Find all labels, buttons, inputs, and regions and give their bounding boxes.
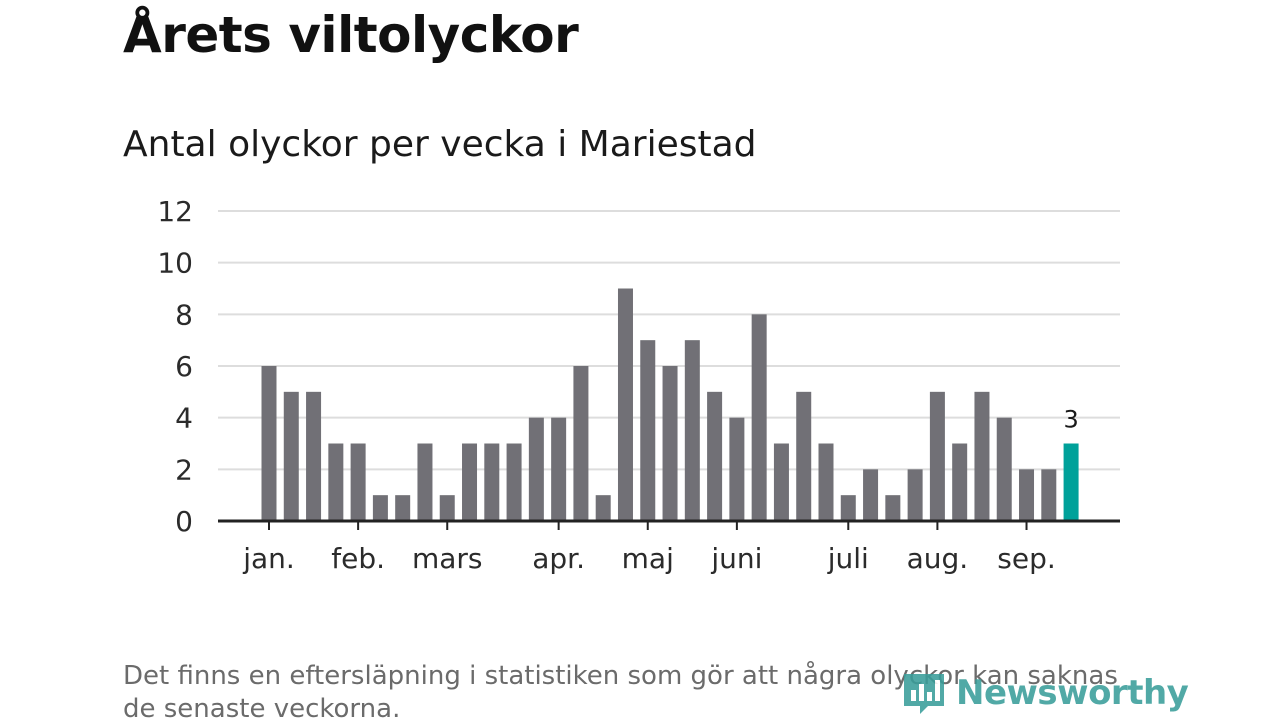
footnote: Det finns en eftersläpning i statistiken…	[123, 661, 1118, 724]
y-tick-label-6: 6	[175, 350, 193, 383]
bar-25	[796, 391, 812, 521]
y-tick-label-8: 8	[175, 298, 193, 331]
bar-21	[707, 391, 723, 521]
bar-6	[372, 495, 388, 521]
bar-11	[484, 443, 500, 521]
bar-13	[528, 417, 544, 521]
bar-10	[462, 443, 478, 521]
x-tick-label-maj: maj	[622, 542, 674, 575]
y-tick-label-12: 12	[157, 195, 193, 228]
bar-3	[306, 391, 322, 521]
x-tick-label-feb.: feb.	[331, 542, 385, 575]
chart-subtitle: Antal olyckor per vecka i Mariestad	[123, 124, 757, 165]
bar-12	[506, 443, 522, 521]
bar-19	[662, 366, 678, 521]
bar-23	[751, 314, 767, 521]
y-axis-ticks: 0 2 4 6 8 10 12	[157, 195, 193, 538]
newsworthy-logo: Newsworthy	[902, 670, 1189, 716]
data-labels: 3	[1063, 406, 1078, 434]
x-tick-label-juni: juni	[710, 542, 762, 575]
bar-30	[907, 469, 923, 521]
x-tick-label-apr.: apr.	[532, 542, 585, 575]
x-axis-ticks: jan. feb. mars apr. maj juni juli aug. sep.	[242, 521, 1056, 575]
y-tick-label-0: 0	[175, 505, 193, 538]
y-tick-label-4: 4	[175, 402, 193, 435]
chart-title: Årets viltolyckor	[123, 6, 579, 64]
bar-highlight	[1063, 443, 1079, 521]
y-tick-label-10: 10	[157, 247, 193, 280]
bar-14	[551, 417, 567, 521]
bar-chart-icon	[904, 674, 944, 714]
bar-18	[640, 340, 656, 521]
x-tick-label-juli: juli	[827, 542, 869, 575]
x-tick-label-sep.: sep.	[997, 542, 1056, 575]
bar-31	[929, 391, 945, 521]
x-tick-label-jan.: jan.	[242, 542, 295, 575]
bar-22	[729, 417, 745, 521]
x-tick-label-mars: mars	[412, 542, 483, 575]
bar-chart: 0 2 4 6 8 10 12 jan. feb. mars apr. maj juni juli aug…	[157, 195, 1120, 575]
bar-26	[818, 443, 834, 521]
bar-15	[573, 366, 589, 521]
bar-1	[261, 366, 277, 521]
bar-8	[417, 443, 433, 521]
bar-5	[350, 443, 366, 521]
bar-2	[283, 391, 299, 521]
bar-33	[974, 391, 990, 521]
y-tick-label-2: 2	[175, 453, 193, 486]
bar-20	[684, 340, 700, 521]
brand-name: Newsworthy	[956, 673, 1189, 713]
bar-29	[885, 495, 901, 521]
bar-9	[439, 495, 455, 521]
x-tick-label-aug.: aug.	[907, 542, 969, 575]
bar-7	[395, 495, 411, 521]
bar-35	[1019, 469, 1035, 521]
bar-34	[996, 417, 1012, 521]
data-label-highlight: 3	[1063, 406, 1078, 434]
bar-32	[952, 443, 968, 521]
bar-28	[863, 469, 879, 521]
bar-24	[773, 443, 789, 521]
bar-4	[328, 443, 344, 521]
bars	[261, 288, 1079, 521]
bar-17	[617, 288, 633, 521]
bar-36	[1041, 469, 1057, 521]
bar-16	[595, 495, 611, 521]
bar-27	[840, 495, 856, 521]
